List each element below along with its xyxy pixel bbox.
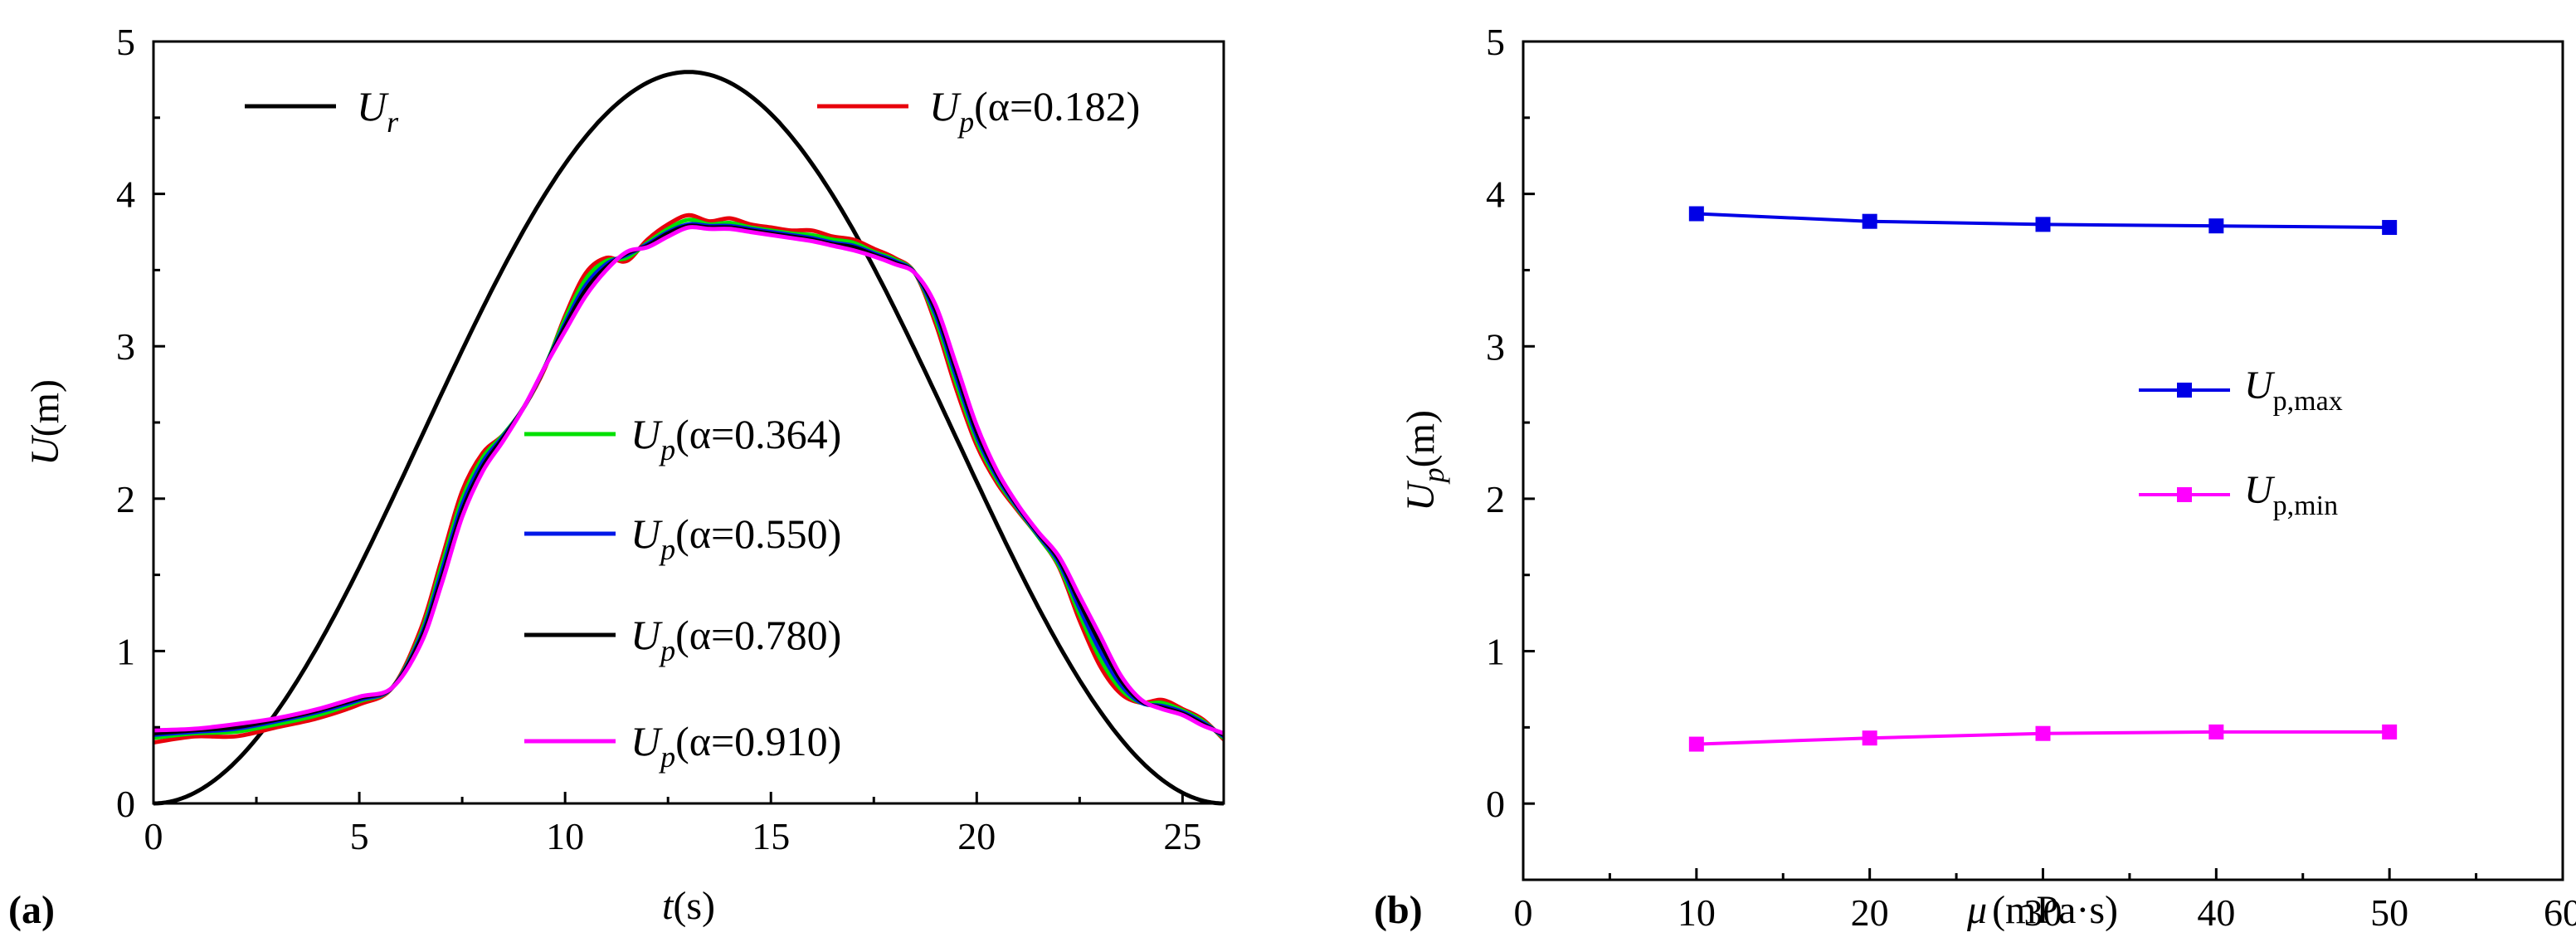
data-point-up-max: [1688, 206, 1704, 222]
x-tick-label: 0: [144, 815, 163, 857]
y-tick-label: 1: [116, 630, 135, 672]
legend-label-alpha-0550: Up(α=0.550): [631, 510, 841, 566]
legend-label-ur: Ur: [357, 83, 399, 139]
panel-b-x-axis: 0 10 20 30 40 50 60: [1514, 868, 2576, 934]
x-tick-label: 5: [350, 815, 369, 857]
data-point-up-max: [1862, 213, 1877, 229]
legend-entry-alpha-0364: Up(α=0.364): [524, 411, 841, 466]
legend-label-alpha-0182: Up(α=0.182): [929, 83, 1140, 139]
data-point-up-min: [2035, 725, 2051, 741]
panel-b-y-axis: 0 1 2 3 4 5: [1486, 21, 1535, 881]
panel-a-legend: Ur Up(α=0.182) Up(α=0.364) Up(α=0.550) U…: [245, 83, 1140, 774]
x-tick-label: 10: [546, 815, 584, 857]
data-point-up-min: [2382, 724, 2398, 740]
data-point-up-max: [2208, 218, 2224, 234]
y-tick-label: 4: [1486, 173, 1505, 216]
series-line-u-r: [153, 70, 1225, 806]
panel-b-ylabel-sub: p: [1417, 467, 1450, 485]
panel-a-reference-curve: [153, 70, 1225, 806]
panel-b-series: [1688, 206, 2398, 752]
x-tick-label: 25: [1163, 815, 1201, 857]
x-tick-label: 30: [2024, 891, 2062, 934]
panel-a-series: [153, 212, 1225, 745]
legend-label-alpha-0780: Up(α=0.780): [631, 612, 841, 667]
data-point-up-max: [2382, 220, 2398, 236]
legend-label-alpha-0364: Up(α=0.364): [631, 411, 841, 466]
x-tick-label: 20: [1851, 891, 1889, 934]
data-point-up-min: [1862, 730, 1877, 746]
legend-marker-up-min: [2177, 487, 2192, 502]
panel-b-ylabel-var: U: [1399, 480, 1443, 511]
x-tick-label: 15: [752, 815, 790, 857]
y-tick-label: 2: [116, 478, 135, 520]
legend-entry-up-min: Up,min: [2139, 468, 2338, 521]
legend-entry-alpha-0550: Up(α=0.550): [524, 510, 841, 566]
data-point-up-min: [2208, 724, 2224, 740]
x-tick-label: 50: [2370, 891, 2408, 934]
y-tick-label: 3: [1486, 325, 1505, 368]
panel-a-ylabel-var: U: [23, 434, 67, 466]
panel-a-y-axis-title: U(m): [23, 379, 67, 466]
series-line-up-0-910: [153, 225, 1225, 735]
y-tick-label: 5: [1486, 21, 1505, 63]
legend-label-up-min: Up,min: [2244, 468, 2338, 521]
panel-b-xlabel-unit: (mPa·s): [1992, 888, 2118, 932]
panel-b-legend: Up,max Up,min: [2139, 364, 2343, 521]
x-tick-label: 40: [2197, 891, 2235, 934]
panel-a-x-axis-title: t(s): [662, 884, 715, 928]
data-point-up-max: [2035, 217, 2051, 232]
y-tick-label: 1: [1486, 631, 1505, 673]
panel-b-ylabel-unit: (m): [1399, 410, 1443, 467]
y-tick-label: 0: [116, 783, 135, 825]
data-point-up-min: [1688, 736, 1704, 752]
panel-a: 0 5 10 15 20 25 0 1 2 3 4 5 (a) t(s) U(m) Ur Up(α=…: [8, 21, 1225, 932]
panel-a-ylabel-unit: (m): [23, 379, 67, 437]
panel-a-xlabel-unit: (s): [673, 884, 715, 928]
x-tick-label: 20: [957, 815, 996, 857]
y-tick-label: 5: [116, 21, 135, 63]
y-tick-label: 0: [1486, 783, 1505, 825]
panel-b-xlabel-var: μ: [1966, 888, 1987, 932]
y-tick-label: 2: [1486, 478, 1505, 520]
legend-label-alpha-0910: Up(α=0.910): [631, 718, 841, 774]
panel-a-xlabel-var: t: [662, 884, 674, 928]
y-tick-label: 3: [116, 325, 135, 368]
x-tick-label: 60: [2544, 891, 2576, 934]
x-tick-label: 0: [1514, 891, 1533, 934]
legend-entry-alpha-0910: Up(α=0.910): [524, 718, 841, 774]
y-tick-label: 4: [116, 173, 135, 216]
panel-a-x-axis: 0 5 10 15 20 25: [144, 792, 1201, 857]
panel-a-y-axis: 0 1 2 3 4 5: [116, 21, 165, 825]
legend-label-up-max: Up,max: [2244, 364, 2343, 417]
panel-b-y-axis-title: Up(m): [1399, 410, 1450, 511]
legend-entry-alpha-0182: Up(α=0.182): [817, 83, 1140, 139]
legend-entry-up-max: Up,max: [2139, 364, 2343, 417]
panel-b-label: (b): [1374, 888, 1423, 932]
x-tick-label: 10: [1678, 891, 1716, 934]
panel-b-x-axis-title: μ (mPa·s): [1966, 888, 2118, 932]
legend-entry-ur: Ur: [245, 83, 399, 139]
legend-entry-alpha-0780: Up(α=0.780): [524, 612, 841, 667]
legend-marker-up-max: [2177, 383, 2192, 398]
panel-a-label: (a): [8, 888, 55, 932]
